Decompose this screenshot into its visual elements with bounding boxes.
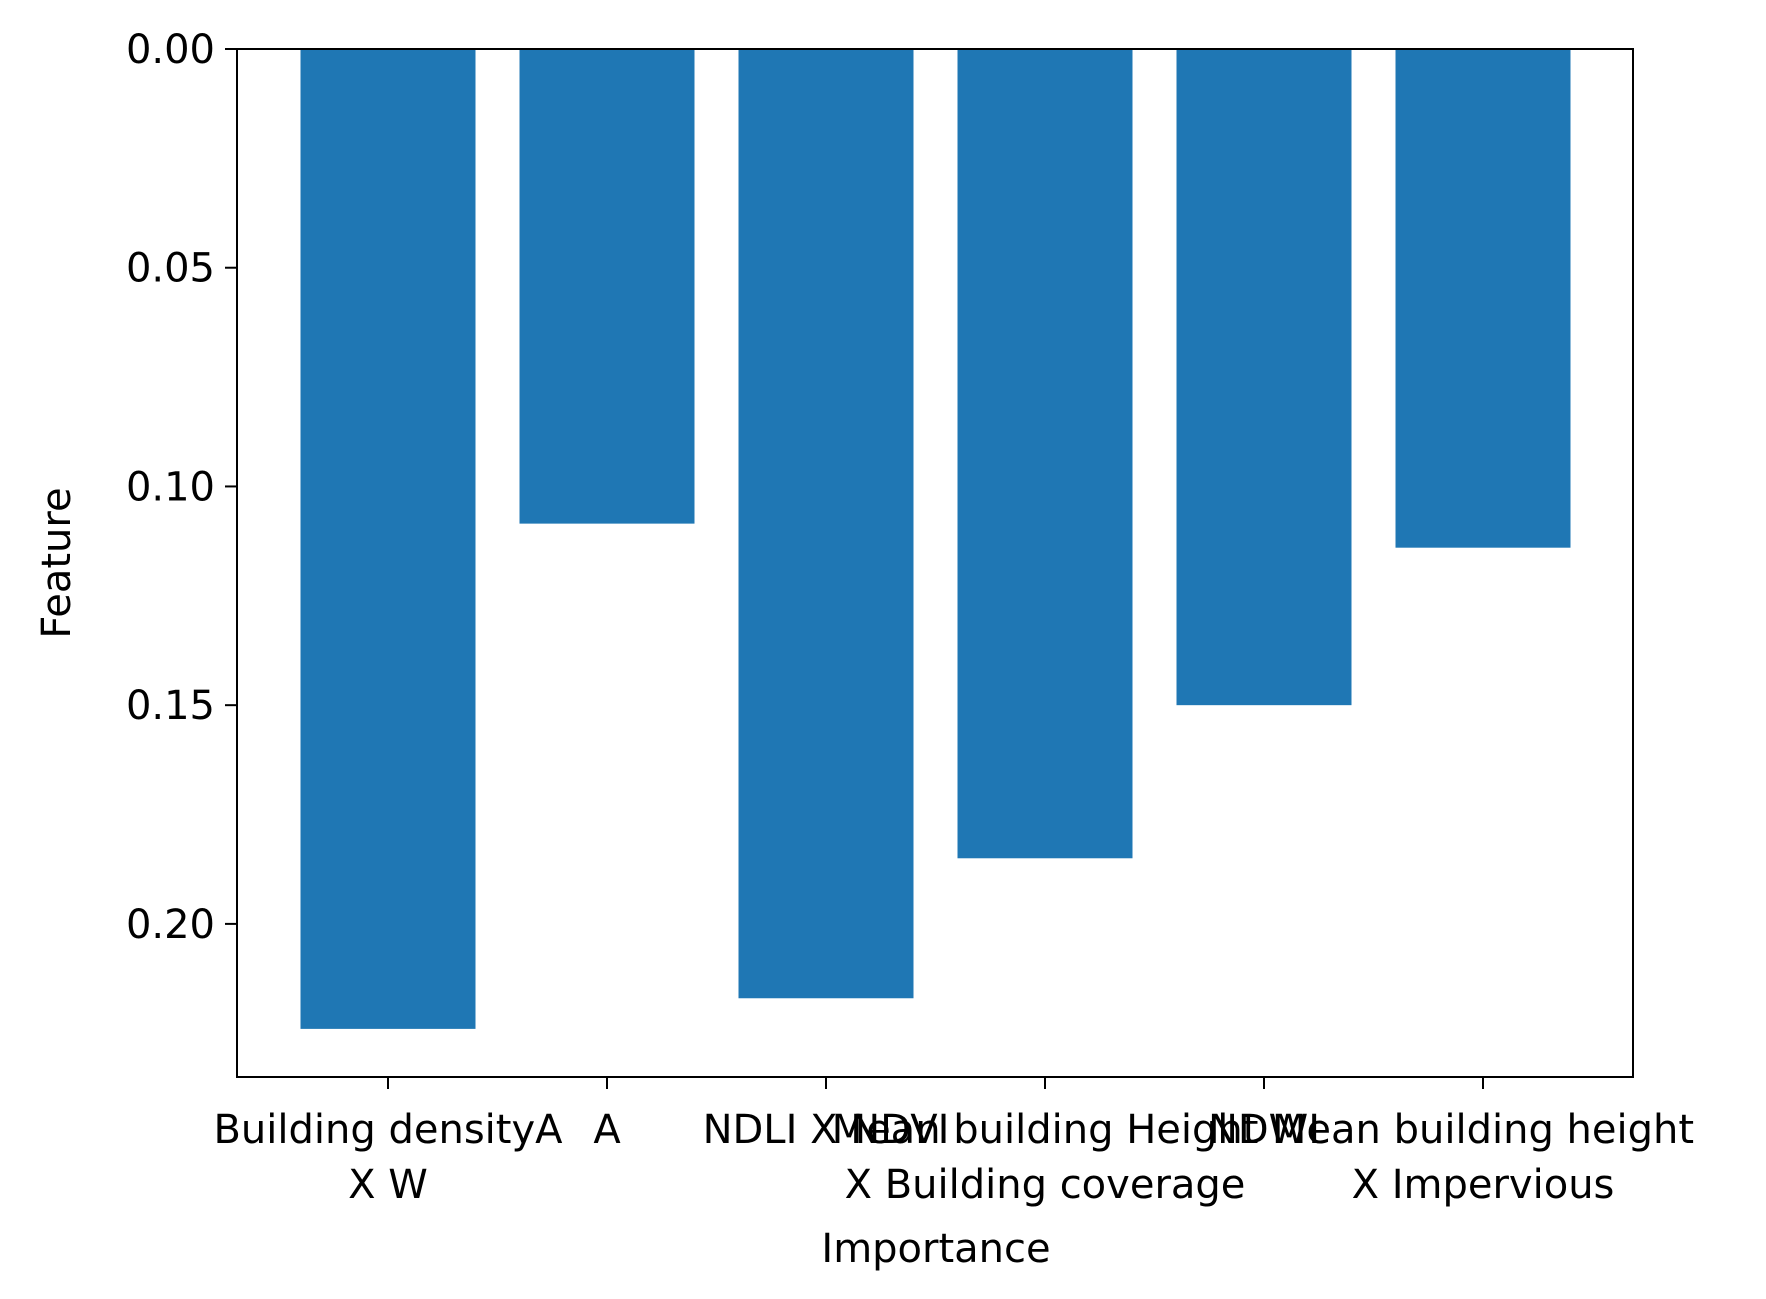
y-tick-label-2: 0.10: [126, 464, 215, 510]
bar-0: [300, 49, 476, 1029]
y-tick-label-1: 0.05: [126, 246, 215, 292]
x-tick-label-0-0: Building densityA: [213, 1107, 563, 1153]
x-tick-label-5-0: A: [593, 1107, 621, 1153]
bars-layer: [300, 49, 1571, 1029]
x-axis-label: Importance: [821, 1226, 1050, 1272]
y-tick-label-4: 0.20: [126, 902, 215, 948]
bar-5: [1395, 49, 1571, 548]
y-tick-label-3: 0.15: [126, 683, 215, 729]
y-tick-label-0: 0.00: [126, 27, 215, 73]
bar-4: [1176, 49, 1352, 706]
x-tick-label-0-1: X W: [348, 1162, 428, 1208]
x-tick-label-4-0: Mean building height: [1272, 1107, 1694, 1153]
x-tick-label-2-1: X Building coverage: [845, 1162, 1246, 1208]
x-tick-label-3-0: NDWI: [1208, 1107, 1320, 1153]
plot-frame: [236, 48, 1634, 1078]
x-tick-label-4-1: X Impervious: [1352, 1162, 1615, 1208]
bar-2: [738, 49, 914, 999]
bar-3: [957, 49, 1133, 859]
y-axis-label: Feature: [34, 487, 80, 638]
x-tick-label-1-0: NDLI X NDVI: [703, 1107, 950, 1153]
y-axis-ticks: 0.00 0.05 0.10 0.15 0.20: [126, 27, 237, 948]
x-tick-label-2-0: Mean building Height: [832, 1107, 1259, 1153]
bar-1: [519, 49, 695, 524]
